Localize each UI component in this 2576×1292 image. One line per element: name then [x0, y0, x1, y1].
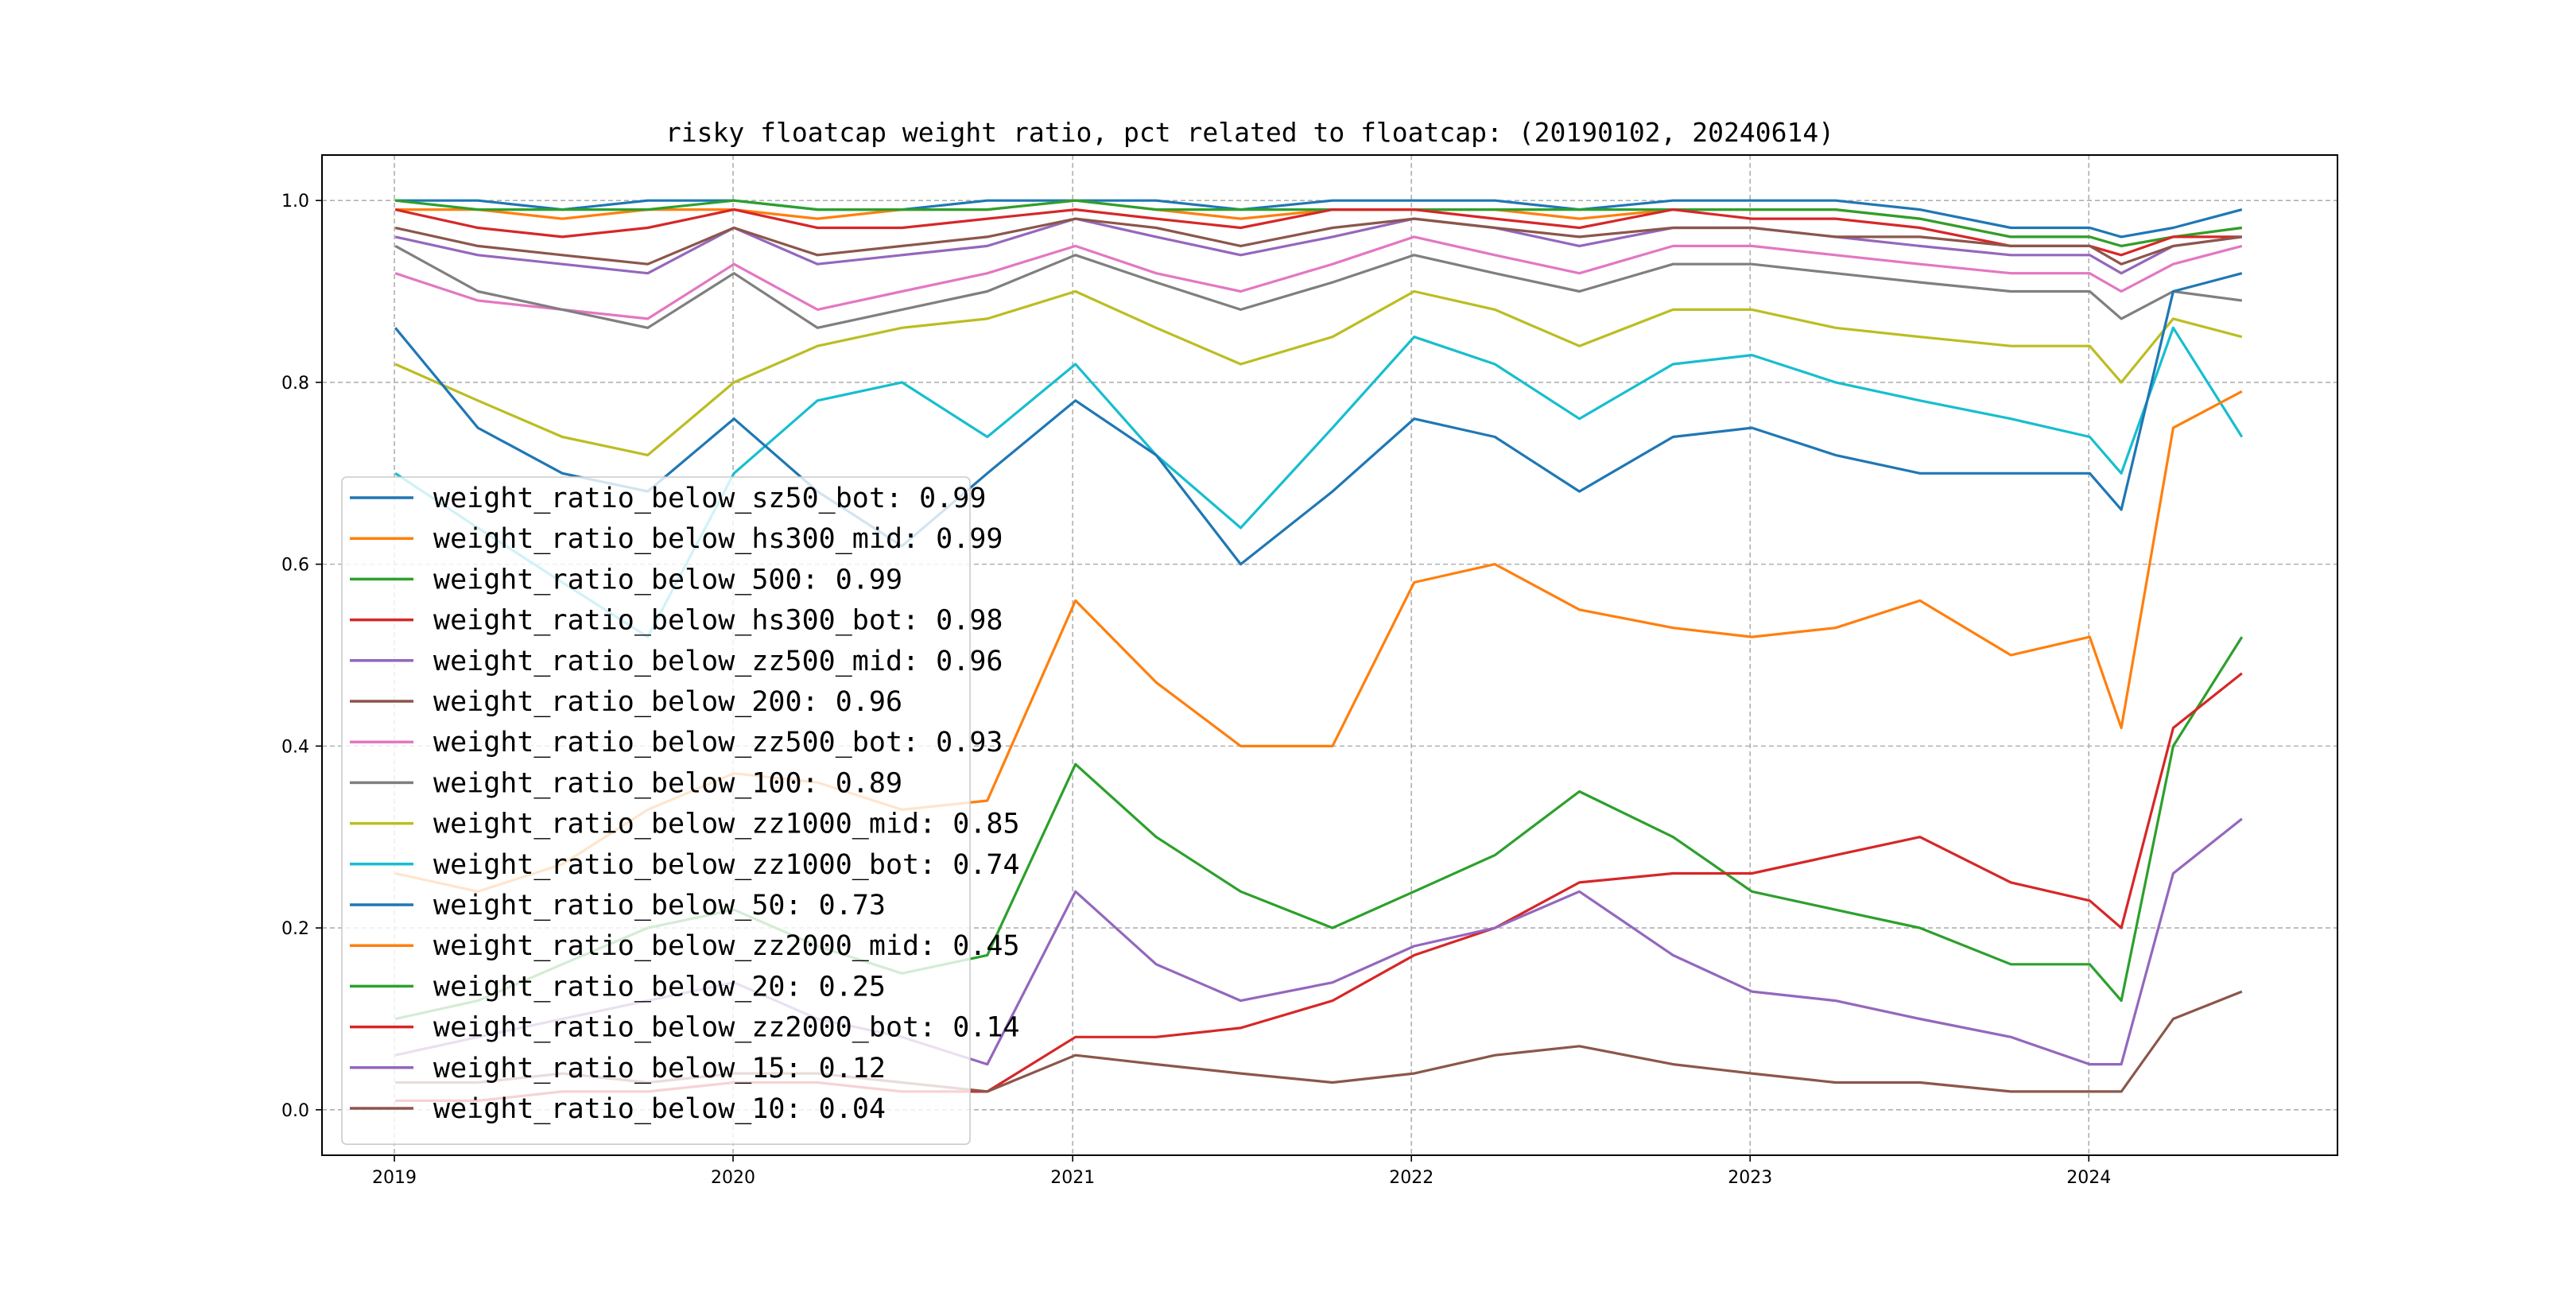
legend-last-value: 0.73 [819, 890, 886, 921]
legend-label: weight_ratio_below_200: 0.96 [433, 686, 902, 718]
x-tick-label: 2024 [2066, 1168, 2111, 1188]
legend-label: weight_ratio_below_sz50_bot: 0.99 [433, 483, 986, 514]
series-line-weight_ratio_below_50 [394, 272, 2243, 566]
y-tick-label: 0.8 [281, 374, 309, 394]
legend-label: weight_ratio_below_zz1000_bot: 0.74 [433, 849, 1020, 881]
legend: weight_ratio_below_sz50_bot: 0.99weight_… [341, 476, 1020, 1146]
legend-series-name: weight_ratio_below_200 [433, 686, 802, 718]
legend-series-name: weight_ratio_below_10 [433, 1093, 786, 1125]
legend-label: weight_ratio_below_10: 0.04 [433, 1093, 886, 1125]
series-line-weight_ratio_below_zz500_mid [394, 217, 2243, 275]
x-tick-label: 2021 [1050, 1168, 1095, 1188]
legend-last-value: 0.04 [819, 1093, 886, 1125]
y-tick-label: 0.2 [281, 919, 309, 939]
legend-separator: : [802, 564, 836, 596]
x-tick-label: 2022 [1389, 1168, 1433, 1188]
legend-series-name: weight_ratio_below_zz500_mid [433, 646, 902, 677]
legend-series-name: weight_ratio_below_zz500_bot [433, 727, 902, 759]
legend-series-name: weight_ratio_below_20 [433, 971, 786, 1003]
x-tick-label: 2020 [711, 1168, 755, 1188]
legend-series-name: weight_ratio_below_50 [433, 890, 786, 921]
legend-label: weight_ratio_below_zz2000_bot: 0.14 [433, 1012, 1020, 1044]
legend-last-value: 0.96 [936, 646, 1003, 677]
legend-label: weight_ratio_below_15: 0.12 [433, 1053, 886, 1084]
legend-label: weight_ratio_below_hs300_mid: 0.99 [433, 523, 1003, 555]
x-tick-label: 2019 [372, 1168, 417, 1188]
legend-label: weight_ratio_below_100: 0.89 [433, 767, 902, 799]
legend-last-value: 0.45 [952, 930, 1019, 962]
legend-series-name: weight_ratio_below_hs300_mid [433, 523, 902, 555]
legend-label: weight_ratio_below_zz500_bot: 0.93 [433, 727, 1003, 759]
legend-last-value: 0.99 [919, 483, 986, 514]
series-lines [394, 199, 2244, 1103]
legend-separator: : [919, 1012, 952, 1044]
legend-last-value: 0.14 [952, 1012, 1019, 1044]
legend-last-value: 0.85 [952, 809, 1019, 840]
legend-last-value: 0.99 [836, 564, 902, 596]
axis-ticks: 2019 2020 2021 2022 2023 2024 0.0 0.2 0.4 0.6 0.8 1… [281, 192, 2111, 1188]
legend-separator: : [786, 1093, 819, 1125]
series-line-weight_ratio_below_zz1000_mid [394, 289, 2243, 457]
series-line-weight_ratio_below_zz500_bot [394, 235, 2243, 320]
series-line-weight_ratio_below_sz50_bot [395, 199, 2243, 239]
legend-separator: : [919, 809, 952, 840]
legend-series-name: weight_ratio_below_hs300_bot [433, 605, 902, 637]
legend-series-name: weight_ratio_below_100 [433, 767, 802, 799]
legend-separator: : [886, 483, 919, 514]
legend-series-name: weight_ratio_below_sz50_bot [433, 483, 886, 514]
legend-separator: : [786, 1053, 819, 1084]
legend-last-value: 0.12 [819, 1053, 886, 1084]
legend-label: weight_ratio_below_zz2000_mid: 0.45 [433, 930, 1020, 962]
chart-title: risky floatcap weight ratio, pct related… [665, 117, 1834, 148]
legend-series-name: weight_ratio_below_500 [433, 564, 802, 596]
legend-last-value: 0.74 [952, 849, 1019, 881]
legend-separator: : [919, 930, 952, 962]
legend-label: weight_ratio_below_500: 0.99 [433, 564, 902, 596]
x-tick-label: 2023 [1728, 1168, 1772, 1188]
legend-separator: : [902, 646, 936, 677]
legend-label: weight_ratio_below_zz1000_mid: 0.85 [433, 809, 1020, 840]
legend-last-value: 0.96 [836, 686, 902, 718]
legend-separator: : [919, 849, 952, 881]
legend-separator: : [786, 971, 819, 1003]
legend-last-value: 0.99 [936, 523, 1003, 555]
y-tick-label: 0.0 [281, 1101, 309, 1121]
legend-series-name: weight_ratio_below_zz1000_bot [433, 849, 919, 881]
legend-series-name: weight_ratio_below_zz2000_mid [433, 930, 919, 962]
legend-last-value: 0.89 [836, 767, 902, 799]
legend-series-name: weight_ratio_below_zz2000_bot [433, 1012, 919, 1044]
y-tick-label: 0.6 [281, 556, 309, 576]
legend-separator: : [902, 727, 936, 759]
plot-frame [321, 154, 2338, 1156]
legend-label: weight_ratio_below_50: 0.73 [433, 890, 886, 921]
legend-separator: : [902, 605, 936, 637]
legend-last-value: 0.93 [936, 727, 1003, 759]
legend-separator: : [786, 890, 819, 921]
legend-label: weight_ratio_below_20: 0.25 [433, 971, 886, 1003]
legend-label: weight_ratio_below_zz500_mid: 0.96 [433, 646, 1003, 677]
legend-box [341, 476, 971, 1146]
legend-last-value: 0.25 [819, 971, 886, 1003]
legend-separator: : [802, 686, 836, 718]
legend-series-name: weight_ratio_below_15 [433, 1053, 786, 1084]
y-tick-label: 1.0 [281, 192, 309, 211]
y-tick-label: 0.4 [281, 737, 309, 757]
legend-series-name: weight_ratio_below_zz1000_mid [433, 809, 919, 840]
legend-separator: : [802, 767, 836, 799]
legend-separator: : [902, 523, 936, 555]
legend-label: weight_ratio_below_hs300_bot: 0.98 [433, 605, 1003, 637]
series-line-weight_ratio_below_200 [394, 217, 2243, 266]
legend-last-value: 0.98 [936, 605, 1003, 637]
series-line-weight_ratio_below_100 [394, 244, 2243, 329]
